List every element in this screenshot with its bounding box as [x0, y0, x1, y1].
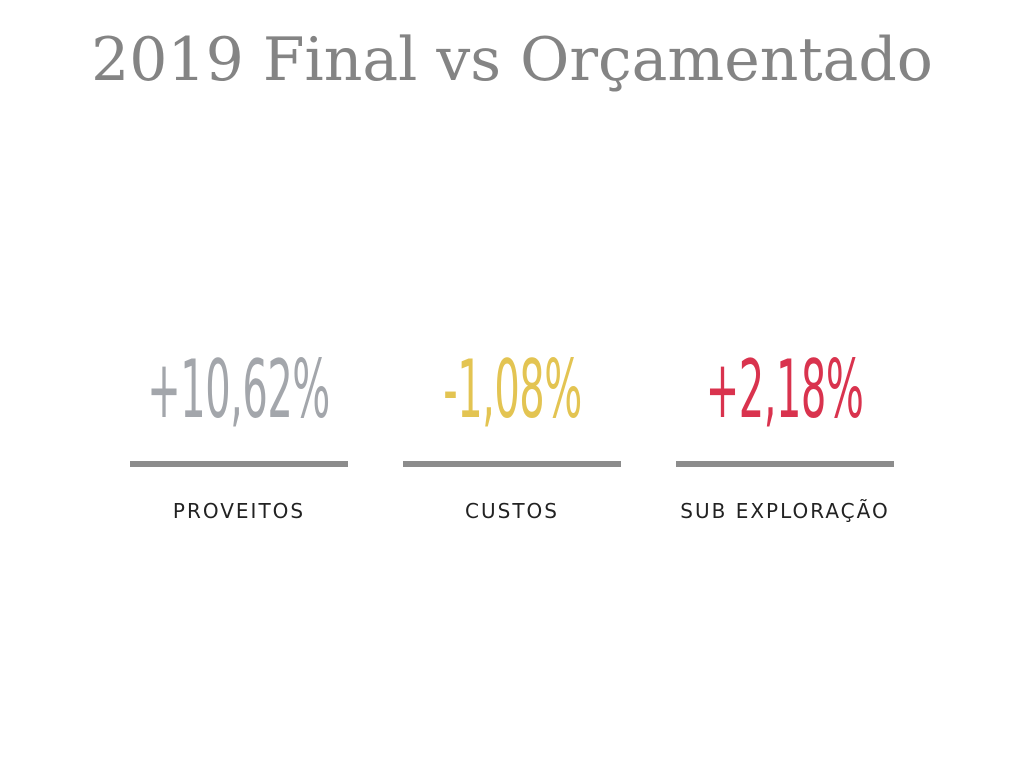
- kpi-proveitos: +10,62% PROVEITOS: [130, 330, 348, 540]
- kpi-sub-exploracao-label: SUB EXPLORAÇÃO: [680, 499, 890, 523]
- kpi-sub-exploracao-divider: [676, 461, 894, 467]
- kpi-custos-value: -1,08%: [442, 343, 582, 436]
- kpi-sub-exploracao: +2,18% SUB EXPLORAÇÃO: [676, 330, 894, 540]
- kpi-value-container: -1,08%: [403, 330, 621, 450]
- page-title: 2019 Final vs Orçamentado: [91, 25, 933, 95]
- kpi-value-container: +2,18%: [676, 330, 894, 450]
- kpi-custos-divider: [403, 461, 621, 467]
- kpi-custos: -1,08% CUSTOS: [403, 330, 621, 540]
- kpi-proveitos-label: PROVEITOS: [172, 499, 306, 523]
- kpi-value-container: +10,62%: [130, 330, 348, 450]
- kpi-proveitos-value: +10,62%: [147, 343, 331, 436]
- kpi-sub-exploracao-value: +2,18%: [706, 343, 864, 436]
- kpi-custos-label: CUSTOS: [465, 499, 559, 523]
- kpi-proveitos-divider: [130, 461, 348, 467]
